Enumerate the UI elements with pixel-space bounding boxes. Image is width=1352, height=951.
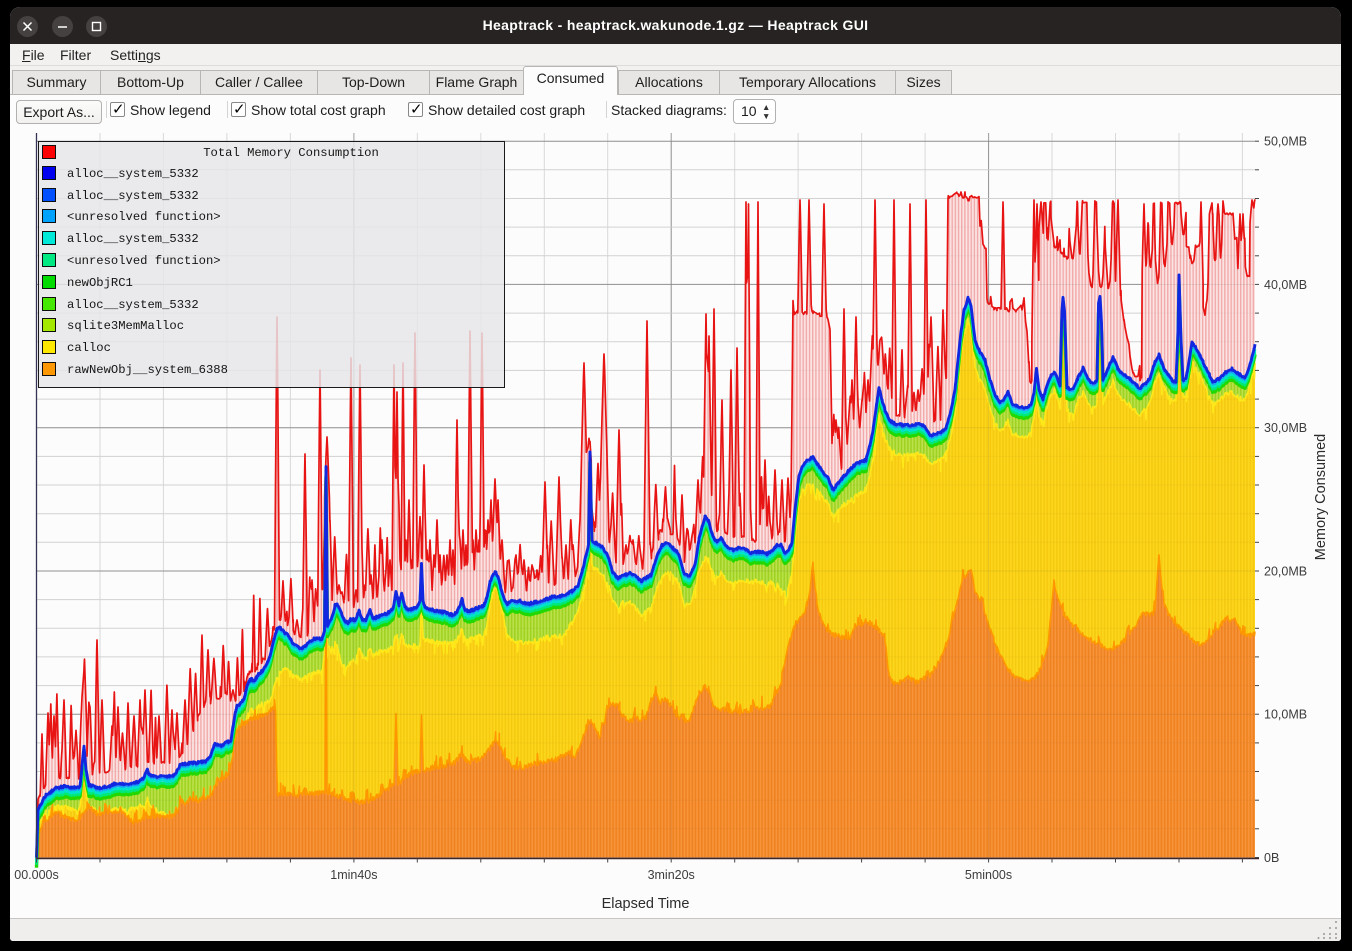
svg-text:00.000s: 00.000s	[14, 868, 58, 882]
svg-text:0B: 0B	[1264, 851, 1279, 865]
svg-text:Memory Consumed: Memory Consumed	[1313, 434, 1329, 561]
svg-text:30,0MB: 30,0MB	[1264, 421, 1307, 435]
svg-text:1min40s: 1min40s	[330, 868, 377, 882]
svg-text:3min20s: 3min20s	[648, 868, 695, 882]
svg-text:5min00s: 5min00s	[965, 868, 1012, 882]
svg-text:50,0MB: 50,0MB	[1264, 135, 1307, 149]
svg-text:20,0MB: 20,0MB	[1264, 565, 1307, 579]
svg-text:40,0MB: 40,0MB	[1264, 278, 1307, 292]
svg-text:10,0MB: 10,0MB	[1264, 708, 1307, 722]
svg-text:Elapsed Time: Elapsed Time	[602, 896, 690, 912]
